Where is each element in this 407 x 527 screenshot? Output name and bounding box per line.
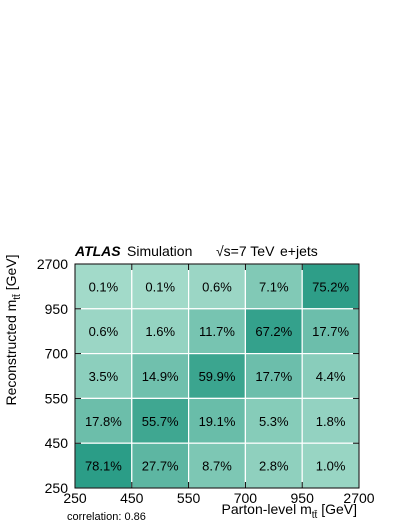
cell-value-label: 0.6%	[89, 324, 119, 339]
cell-value-label: 17.8%	[85, 414, 122, 429]
heatmap-cell	[301, 397, 360, 444]
cell-value-label: 4.4%	[316, 369, 346, 384]
cell-value-label: 14.9%	[142, 369, 179, 384]
cell-value-label: 1.6%	[145, 324, 175, 339]
axis-ticks: 250 450 550 700 950 2700 250 450 550 700 950 2700	[37, 256, 375, 506]
cell-value-label: 55.7%	[142, 414, 179, 429]
heatmap-cell	[188, 397, 247, 444]
simulation-label: Simulation	[127, 243, 193, 259]
heatmap-cell	[131, 263, 190, 310]
heatmap-cell	[74, 442, 133, 489]
energy-label: √s=7 TeV	[216, 243, 275, 259]
cell-value-label: 59.9%	[199, 369, 236, 384]
cell-value-label: 3.5%	[89, 369, 119, 384]
cell-value-label: 19.1%	[199, 414, 236, 429]
y-tick-label: 2700	[37, 256, 68, 272]
x-tick-label: 950	[291, 490, 315, 506]
y-tick-label: 250	[45, 480, 69, 496]
heatmap-cell	[188, 442, 247, 489]
cell-value-label: 27.7%	[142, 459, 179, 474]
x-tick-label: 250	[63, 490, 87, 506]
cell-value-label: 17.7%	[255, 369, 292, 384]
correlation-label: correlation: 0.86	[67, 511, 146, 523]
cell-value-label: 5.3%	[259, 414, 289, 429]
cell-value-label: 17.7%	[312, 324, 349, 339]
channel-label: e+jets	[280, 243, 318, 259]
cell-value-label: 1.0%	[316, 459, 346, 474]
heatmap-cells: 0.1% 0.1% 0.6% 7.1% 75.2% 0.6% 1.6% 11.7% 67.2% 1…	[74, 263, 360, 489]
x-tick-label: 550	[177, 490, 201, 506]
cell-value-label: 0.1%	[89, 279, 119, 294]
cell-value-label: 11.7%	[199, 324, 235, 339]
y-tick-label: 700	[45, 346, 69, 362]
cell-value-label: 67.2%	[255, 324, 292, 339]
cell-value-label: 0.1%	[145, 279, 175, 294]
heatmap-cell	[131, 353, 190, 400]
y-axis-title: Reconstructed mtt̄ [GeV]	[3, 254, 23, 405]
cell-value-label: 78.1%	[85, 459, 122, 474]
heatmap-cell	[131, 442, 190, 489]
cell-value-label: 8.7%	[202, 459, 232, 474]
x-axis-title: Parton-level mtt̄ [GeV]	[221, 501, 357, 521]
heatmap-cell	[301, 308, 360, 355]
heatmap-cell	[244, 397, 303, 444]
plot-frame	[74, 263, 360, 489]
cell-value-label: 75.2%	[312, 279, 349, 294]
cell-value-label: 0.6%	[202, 279, 232, 294]
x-tick-label: 2700	[343, 490, 374, 506]
cell-value-label: 1.8%	[316, 414, 346, 429]
heatmap-cell	[131, 397, 190, 444]
atlas-label: ATLAS	[75, 243, 121, 259]
cell-value-label: 7.1%	[259, 279, 289, 294]
y-tick-label: 950	[45, 301, 69, 317]
heatmap-cell	[188, 308, 247, 355]
x-tick-label: 700	[234, 490, 258, 506]
cell-value-label: 2.8%	[259, 459, 289, 474]
y-tick-label: 450	[45, 435, 69, 451]
x-tick-label: 450	[120, 490, 144, 506]
y-tick-label: 550	[45, 390, 69, 406]
heatmap-cell	[244, 353, 303, 400]
